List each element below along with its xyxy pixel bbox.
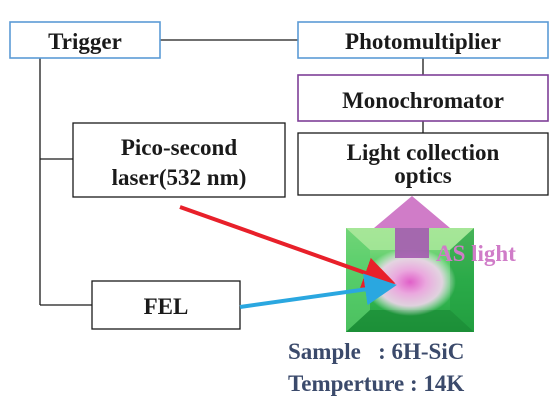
laser-beam-arrow xyxy=(179,205,396,289)
as-light-label: AS light xyxy=(436,241,516,266)
fel-box: FEL xyxy=(91,280,241,330)
monochromator-box: Monochromator xyxy=(297,74,549,122)
fel-label: FEL xyxy=(144,294,189,319)
light-collection-label-line1: Light collection xyxy=(347,140,500,165)
trigger-label: Trigger xyxy=(48,29,122,54)
as-light-arrow xyxy=(374,196,450,258)
laser-label-line1: Pico-second xyxy=(121,135,237,160)
monochromator-label: Monochromator xyxy=(342,88,504,113)
photomultiplier-box: Photomultiplier xyxy=(297,21,549,59)
connection-lines xyxy=(39,39,424,306)
light-collection-label-line2: optics xyxy=(394,163,452,188)
light-collection-optics-box: Light collection optics xyxy=(297,132,549,196)
photomultiplier-label: Photomultiplier xyxy=(345,29,501,54)
sample-info: Sample : 6H-SiC xyxy=(288,339,464,364)
temperature-info: Temperture : 14K xyxy=(288,371,464,396)
picosecond-laser-box: Pico-second laser(532 nm) xyxy=(72,122,286,198)
laser-label-line2: laser(532 nm) xyxy=(112,165,247,190)
trigger-box: Trigger xyxy=(9,21,161,59)
fel-beam-arrow xyxy=(239,273,397,309)
